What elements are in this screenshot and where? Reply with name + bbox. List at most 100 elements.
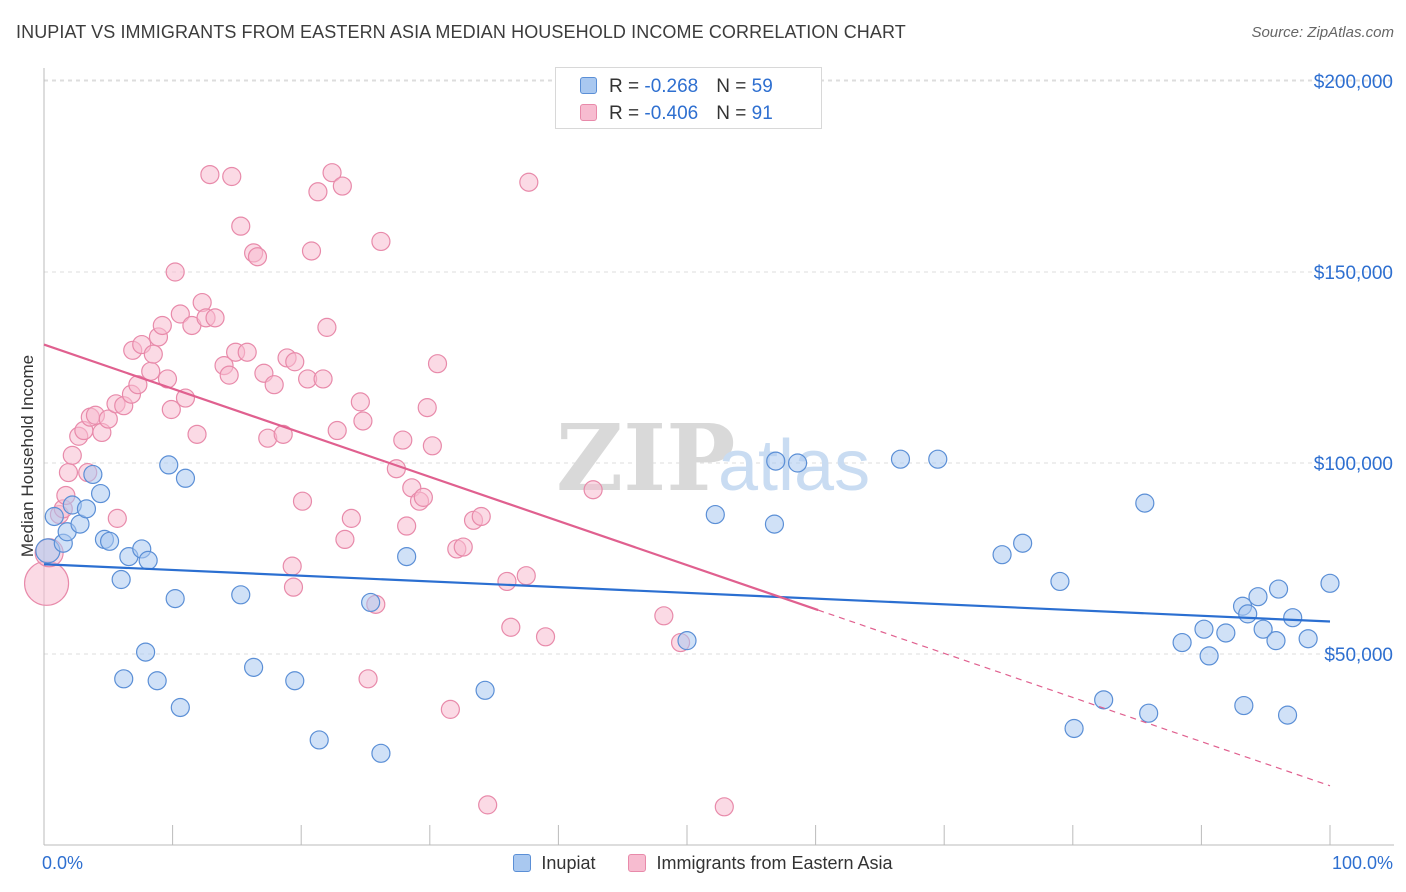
legend-n-label: N = xyxy=(716,103,752,124)
legend-row-eastern-asia: R = -0.406 N = 91 xyxy=(580,103,773,125)
eastern-asia-point xyxy=(413,487,433,507)
inupiat-point xyxy=(111,569,131,590)
inupiat-point xyxy=(135,642,156,662)
legend-swatch-pink xyxy=(580,104,597,121)
eastern-asia-point xyxy=(440,699,460,719)
inupiat-point xyxy=(231,585,251,605)
eastern-asia-point xyxy=(308,182,328,202)
inupiat-point xyxy=(44,506,64,527)
axis-layer xyxy=(43,68,1394,846)
grid-layer xyxy=(44,79,1394,655)
correlation-legend: R = -0.268 N = 59 R = -0.406 N = 91 xyxy=(555,67,822,129)
inupiat-point xyxy=(170,697,190,718)
inupiat-point xyxy=(1050,571,1070,592)
inupiat-trend-line xyxy=(43,563,1331,623)
eastern-asia-point xyxy=(161,399,181,420)
watermark-zip: ZIP xyxy=(556,404,735,512)
eastern-asia-point xyxy=(393,430,413,450)
inupiat-point xyxy=(764,514,785,534)
eastern-asia-point xyxy=(23,560,70,606)
inupiat-point xyxy=(787,453,808,473)
eastern-asia-point xyxy=(516,566,536,586)
inupiat-point xyxy=(1238,604,1258,624)
inupiat-point xyxy=(677,631,697,651)
inupiat-point xyxy=(1248,587,1268,607)
eastern-asia-point xyxy=(350,392,370,412)
eastern-asia-point xyxy=(231,216,251,236)
legend-r-label: R = xyxy=(609,103,645,124)
inupiat-point xyxy=(1268,579,1289,599)
eastern-asia-point xyxy=(58,462,79,483)
y-tick-label: $150,000 xyxy=(1314,263,1393,284)
inupiat-point xyxy=(1266,631,1286,651)
eastern-asia-point xyxy=(397,516,417,536)
eastern-asia-point xyxy=(453,537,473,557)
eastern-asia-point xyxy=(247,247,268,267)
eastern-asia-point xyxy=(292,491,313,511)
eastern-asia-point xyxy=(422,436,442,456)
inupiat-point xyxy=(90,483,111,504)
eastern-asia-point xyxy=(417,398,437,418)
eastern-asia-point xyxy=(583,480,603,500)
eastern-asia-point xyxy=(141,361,161,381)
legend-label-eastern-asia: Immigrants from Eastern Asia xyxy=(656,853,893,873)
inupiat-point xyxy=(175,468,196,488)
eastern-asia-point xyxy=(301,241,322,261)
eastern-asia-point xyxy=(358,669,378,689)
eastern-asia-point xyxy=(353,411,373,431)
tick-label-layer: 0.0% 100.0% $50,000 $100,000 $150,000 $200,… xyxy=(42,72,1393,873)
inupiat-point xyxy=(159,455,179,475)
inupiat-point xyxy=(99,531,120,551)
legend-swatch-pink xyxy=(628,854,647,872)
eastern-asia-point xyxy=(219,365,239,385)
inupiat-point xyxy=(83,464,103,485)
eastern-asia-point xyxy=(535,627,556,647)
eastern-asia-point xyxy=(283,577,304,597)
inupiat-point xyxy=(1253,619,1273,639)
series-legend: Inupiat Immigrants from Eastern Asia xyxy=(0,853,1406,874)
inupiat-point xyxy=(138,550,158,571)
legend-swatch-blue xyxy=(513,854,532,872)
eastern-asia-point xyxy=(335,529,355,550)
y-tick-label: $200,000 xyxy=(1314,72,1393,93)
inupiat-point xyxy=(114,669,134,689)
x-tick-label-end: 100.0% xyxy=(1332,853,1393,873)
legend-n-value: 59 xyxy=(751,76,773,97)
inupiat-point xyxy=(766,451,786,471)
source-label: Source: ZipAtlas.com xyxy=(1251,24,1394,41)
inupiat-point xyxy=(1234,695,1254,716)
inupiat-point xyxy=(244,657,264,677)
inupiat-point xyxy=(147,671,167,691)
inupiat-point xyxy=(992,545,1012,565)
eastern-asia-point xyxy=(237,342,257,362)
legend-item-inupiat: Inupiat xyxy=(513,853,595,874)
eastern-asia-point xyxy=(264,375,284,395)
legend-swatch-blue xyxy=(580,77,597,94)
eastern-asia-point xyxy=(471,506,491,527)
x-tick-label-start: 0.0% xyxy=(42,853,83,873)
inupiat-point xyxy=(928,449,948,469)
inupiat-point xyxy=(1172,632,1192,653)
inupiat-point xyxy=(165,589,185,609)
legend-row-inupiat: R = -0.268 N = 59 xyxy=(580,76,773,98)
y-tick-label: $100,000 xyxy=(1314,454,1393,475)
legend-n-value: 91 xyxy=(751,103,773,124)
eastern-asia-point xyxy=(205,308,225,328)
legend-r-label: R = xyxy=(609,76,645,97)
eastern-asia-point xyxy=(322,163,342,183)
eastern-asia-point xyxy=(313,369,333,389)
y-tick-label: $50,000 xyxy=(1324,645,1393,666)
eastern-asia-point xyxy=(273,424,293,444)
inupiat-point xyxy=(1199,646,1219,666)
legend-label-inupiat: Inupiat xyxy=(541,853,596,873)
inupiat-point xyxy=(1216,623,1236,643)
eastern-asia-point xyxy=(282,556,302,576)
legend-n-label: N = xyxy=(716,76,752,97)
inupiat-point xyxy=(890,449,911,469)
eastern-asia-point xyxy=(501,617,521,637)
eastern-asia-point xyxy=(98,409,118,429)
eastern-asia-point xyxy=(519,172,539,192)
inupiat-point xyxy=(1277,705,1298,725)
legend-r-value: -0.406 xyxy=(644,103,699,124)
